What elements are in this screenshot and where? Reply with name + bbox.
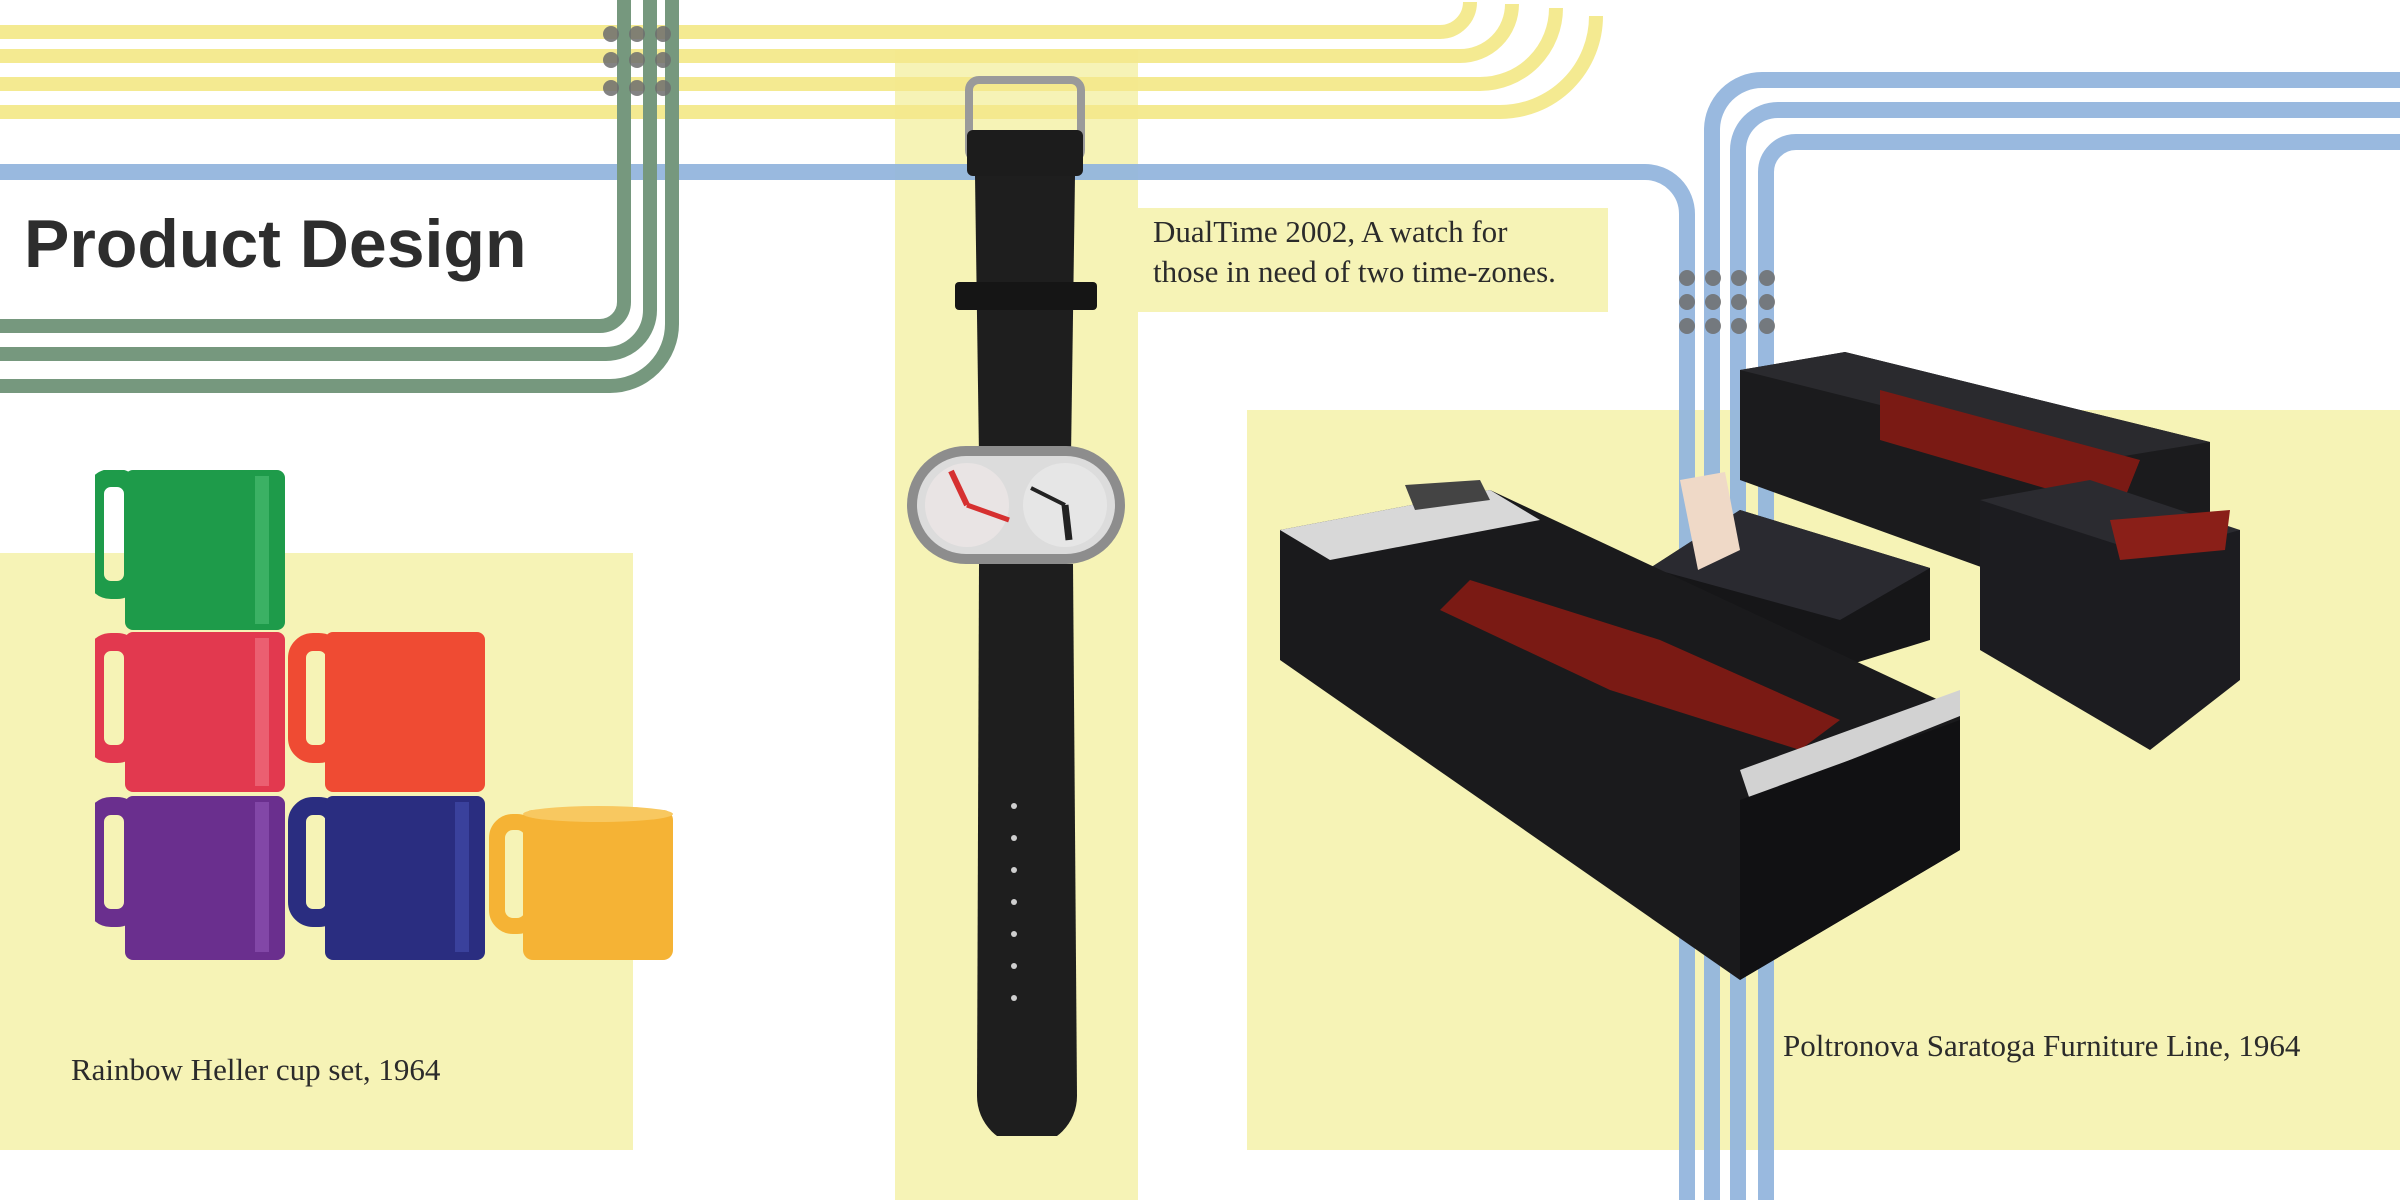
dualtime-watch: [907, 76, 1125, 1136]
furniture-caption: Poltronova Saratoga Furniture Line, 1964: [1783, 1028, 2301, 1063]
cup-navy: [288, 796, 485, 960]
watch-caption-line2: those in need of two time-zones.: [1153, 254, 1556, 289]
cup-green: [95, 470, 285, 630]
cups-caption: Rainbow Heller cup set, 1964: [71, 1052, 441, 1087]
watch-caption-line1: DualTime 2002, A watch for: [1153, 214, 1508, 249]
saratoga-sofa-set: [1280, 352, 2240, 980]
page-title: Product Design: [24, 206, 527, 282]
watch-caption-box: [1138, 208, 1608, 312]
cup-yellow: [489, 806, 673, 960]
heller-cup-stack: [95, 470, 673, 960]
cup-red: [95, 632, 285, 792]
cup-orange: [288, 632, 485, 792]
cup-purple: [95, 796, 285, 960]
